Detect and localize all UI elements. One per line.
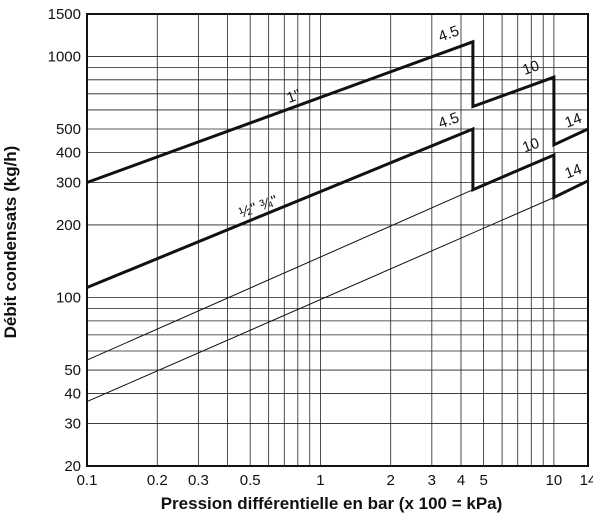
y-tick-label: 100 bbox=[56, 290, 81, 307]
x-tick-label: 1 bbox=[316, 472, 324, 489]
y-tick-label: 50 bbox=[64, 362, 81, 379]
y-tick-label: 200 bbox=[56, 217, 81, 234]
x-tick-label: 5 bbox=[479, 472, 487, 489]
label-4-5-lower: 4.5 bbox=[436, 109, 461, 132]
y-tick-label: 30 bbox=[64, 416, 81, 433]
x-tick-label: 4 bbox=[457, 472, 465, 489]
x-tick-label: 0.2 bbox=[147, 472, 168, 489]
x-tick-labels: 0.1 0.2 0.3 0.5 1 2 3 4 5 10 14 bbox=[77, 472, 593, 489]
y-tick-label: 1000 bbox=[48, 48, 81, 65]
one-inch-line bbox=[86, 39, 589, 184]
label-4-5-upper: 4.5 bbox=[436, 22, 461, 45]
label-1-inch: 1" bbox=[284, 86, 303, 107]
x-tick-label: 3 bbox=[428, 472, 436, 489]
y-tick-labels: 20 30 40 50 100 200 300 400 500 1000 1500 bbox=[48, 6, 81, 475]
y-tick-label: 300 bbox=[56, 174, 81, 191]
x-tick-label: 0.5 bbox=[240, 472, 261, 489]
label-10-upper: 10 bbox=[520, 57, 541, 79]
label-14-lower: 14 bbox=[563, 161, 584, 183]
y-tick-label: 20 bbox=[64, 458, 81, 475]
y-tick-label: 400 bbox=[56, 144, 81, 161]
lower-thin-line bbox=[86, 197, 555, 403]
series-group bbox=[86, 39, 589, 403]
x-tick-label: 0.1 bbox=[77, 472, 98, 489]
grid bbox=[86, 13, 589, 467]
y-axis-title: Débit condensats (kg/h) bbox=[1, 146, 20, 339]
x-tick-label: 2 bbox=[387, 472, 395, 489]
x-tick-label: 0.3 bbox=[188, 472, 209, 489]
y-tick-label: 1500 bbox=[48, 6, 81, 23]
half-three-quarter-line bbox=[86, 126, 589, 289]
plot-frame bbox=[86, 13, 589, 467]
x-tick-label: 10 bbox=[546, 472, 563, 489]
x-axis-title: Pression différentielle en bar (x 100 = … bbox=[161, 494, 503, 513]
y-tick-label: 500 bbox=[56, 121, 81, 138]
upper-thin-line bbox=[86, 189, 474, 361]
label-14-upper: 14 bbox=[563, 110, 584, 132]
label-10-lower: 10 bbox=[520, 135, 541, 157]
x-tick-label: 14 bbox=[580, 472, 593, 489]
y-tick-label: 40 bbox=[64, 385, 81, 402]
